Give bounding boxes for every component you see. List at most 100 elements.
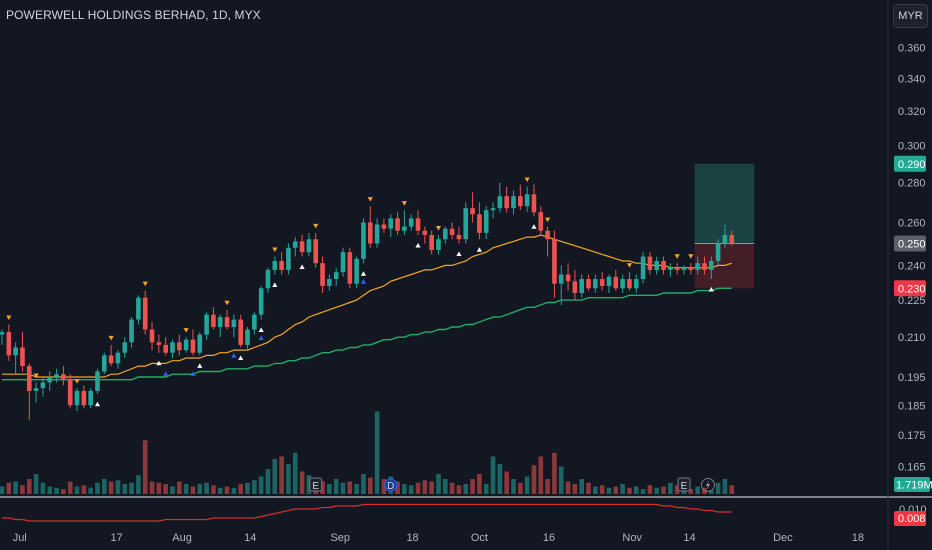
candle-body <box>545 230 550 240</box>
candle-body <box>367 222 373 244</box>
candle-body <box>572 281 578 293</box>
candle-body <box>40 382 46 389</box>
candle-body <box>613 276 619 289</box>
candle-body <box>245 329 250 345</box>
symbol-title: POWERWELL HOLDINGS BERHAD, 1D, MYX <box>6 8 261 22</box>
volume-bar <box>436 474 441 494</box>
candle-body <box>299 241 305 253</box>
candle-body <box>61 374 66 380</box>
candle-body <box>552 239 557 284</box>
volume-bar <box>115 480 121 494</box>
volume-bar <box>252 480 257 494</box>
volume-bar <box>327 484 332 494</box>
volume-bar <box>149 481 155 494</box>
volume-bar <box>286 464 291 494</box>
candle-body <box>286 247 291 270</box>
stop-price-badge-text: 0.230 <box>898 283 926 295</box>
blue-signal-marker <box>190 371 196 376</box>
candle-body <box>586 279 591 289</box>
volume-bar <box>204 482 209 494</box>
candle-body <box>729 234 735 244</box>
volume-bar <box>306 475 312 494</box>
volume-bar <box>224 486 230 494</box>
volume-bar <box>320 481 325 494</box>
y-tick-label: 0.165 <box>898 462 926 474</box>
currency-button[interactable]: MYR <box>893 4 928 28</box>
volume-bar <box>443 479 448 494</box>
candle-body <box>702 263 707 270</box>
candle-body <box>272 260 278 270</box>
y-tick-label: 0.225 <box>898 295 926 307</box>
candle-body <box>497 196 503 209</box>
candle-body <box>252 314 257 330</box>
x-tick-label: 14 <box>244 532 256 544</box>
volume-bar <box>627 487 632 494</box>
candle-body <box>620 279 625 289</box>
volume-bar <box>647 485 653 494</box>
sell-signal-marker <box>545 217 551 223</box>
candle-body <box>142 297 148 330</box>
volume-bar <box>579 479 584 494</box>
candle-body <box>531 194 537 213</box>
volume-bar <box>245 482 250 494</box>
candle-body <box>374 224 380 244</box>
volume-bar <box>333 479 339 494</box>
volume-bar <box>108 481 114 494</box>
volume-bar <box>258 476 264 494</box>
buy-signal-marker <box>299 264 305 270</box>
volume-bar <box>490 456 496 494</box>
candle-body <box>558 274 564 284</box>
volume-bar <box>61 489 66 494</box>
sub-indicator-line <box>2 503 732 522</box>
volume-bar <box>136 475 141 494</box>
x-tick-label: 18 <box>406 532 418 544</box>
volume-bar <box>279 456 284 494</box>
volume-bar <box>217 487 223 494</box>
sell-signal-marker <box>272 247 278 253</box>
candle-body <box>108 355 114 364</box>
volume-bar <box>74 486 80 494</box>
earnings-event-marker <box>677 477 691 492</box>
volume-bar <box>531 465 537 494</box>
volume-bar <box>715 482 721 494</box>
candle-body <box>449 228 455 235</box>
candle-body <box>347 252 353 284</box>
volume-bar <box>20 485 25 494</box>
volume-bar <box>231 487 237 494</box>
volume-bar <box>613 486 619 494</box>
volume-bar <box>347 481 353 494</box>
candle-body <box>627 279 632 289</box>
volume-bar <box>142 440 148 494</box>
ma-slow-line <box>2 287 732 381</box>
volume-bar <box>238 484 243 494</box>
candle-body <box>654 260 660 270</box>
buy-signal-marker <box>456 251 462 256</box>
candle-body <box>170 342 175 353</box>
volume-bar <box>67 481 73 494</box>
candle-body <box>565 274 571 282</box>
sell-signal-marker <box>435 225 442 231</box>
buy-signal-marker <box>708 287 714 292</box>
volume-bar <box>299 471 305 494</box>
volume-bar <box>6 482 12 494</box>
volume-bar <box>354 484 359 494</box>
candle-body <box>483 210 489 233</box>
candle-body <box>238 319 243 345</box>
volume-bar <box>54 487 59 494</box>
buy-signal-marker <box>272 282 278 287</box>
buy-signal-marker <box>360 271 367 276</box>
buy-signal-marker <box>94 401 101 407</box>
entry-price-badge-text: 0.250 <box>898 238 926 250</box>
volume-bar <box>538 456 544 494</box>
candle-body <box>715 243 721 261</box>
candle-body <box>279 260 284 270</box>
volume-bar <box>722 479 728 494</box>
entry-price-badge <box>894 235 926 252</box>
volume-bar <box>40 482 46 494</box>
volume-bar <box>552 452 557 494</box>
sell-signal-marker <box>313 223 319 229</box>
volume-bar <box>456 485 462 494</box>
x-tick-label: Dec <box>773 532 793 544</box>
candle-body <box>722 234 728 244</box>
